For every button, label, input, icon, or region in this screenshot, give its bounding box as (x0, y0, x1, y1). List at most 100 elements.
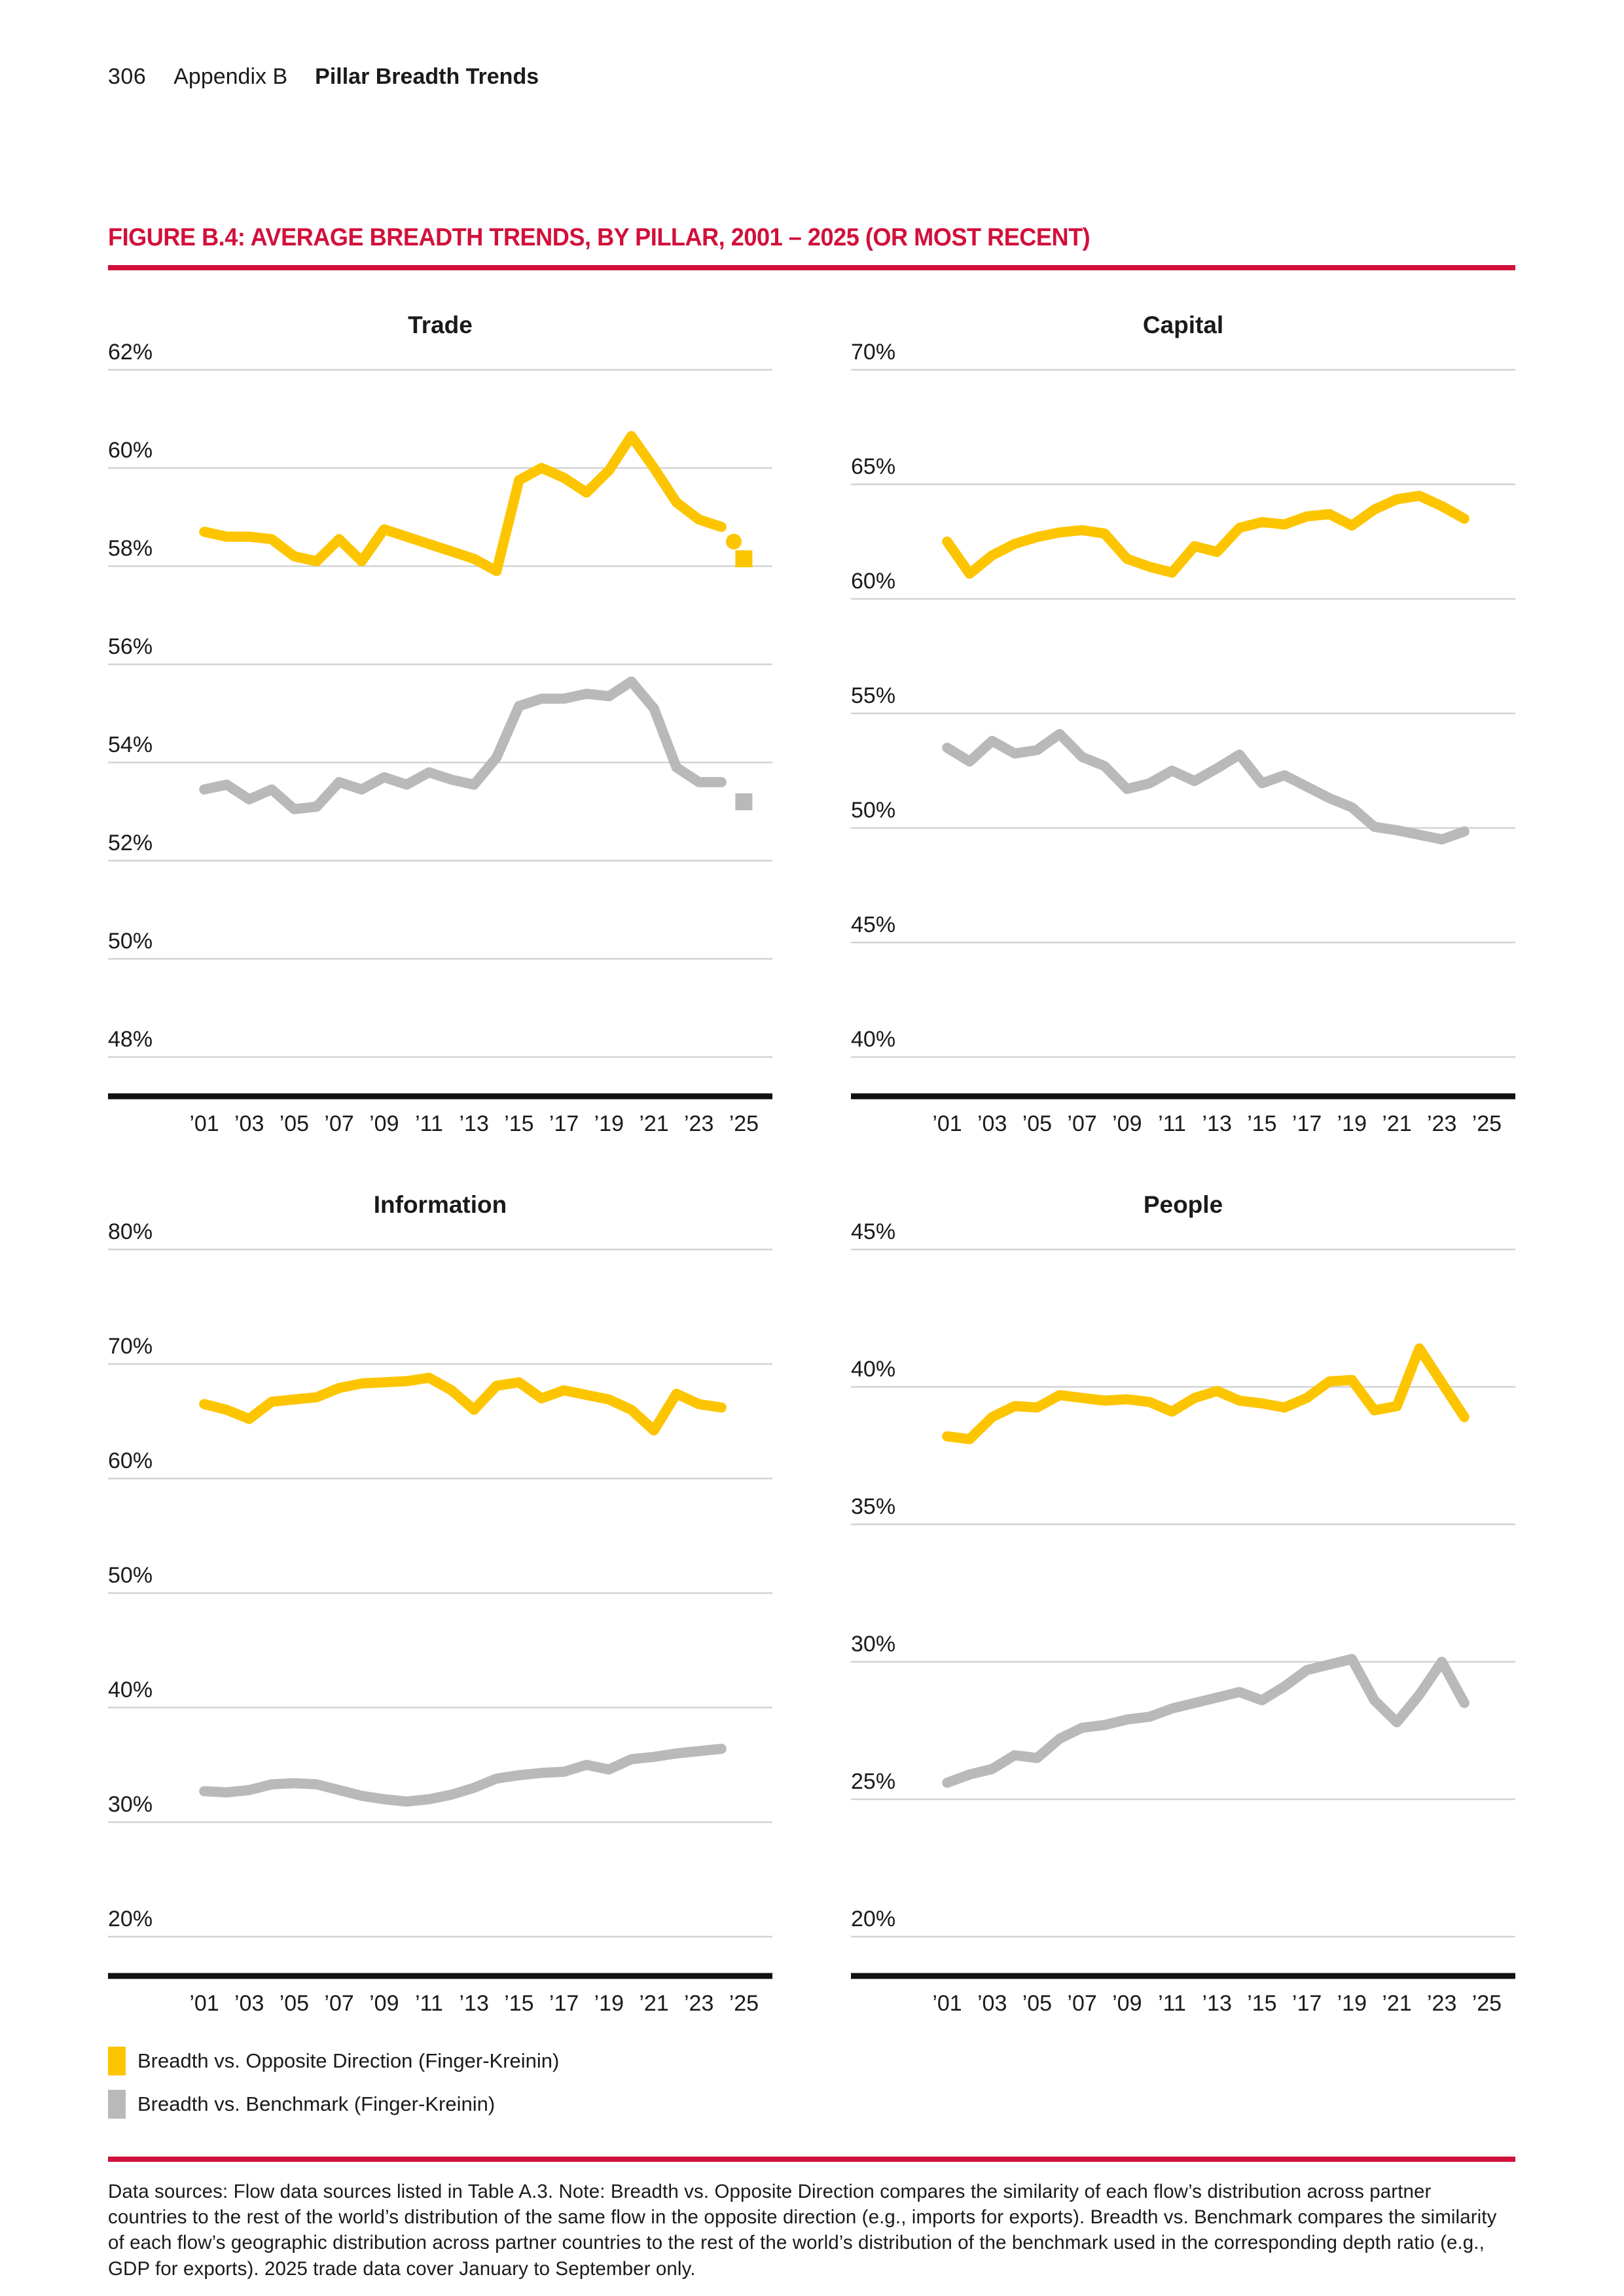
x-axis-tick-label: ’23 (1427, 1111, 1456, 1136)
y-axis-tick-label: 70% (108, 1334, 153, 1359)
x-axis-tick-label: ’03 (977, 1111, 1007, 1136)
x-axis-tick-label: ’19 (594, 1111, 624, 1136)
x-axis-tick-label: ’23 (684, 1991, 713, 2016)
x-axis-tick-label: ’03 (234, 1111, 264, 1136)
x-axis-tick-label: ’25 (1472, 1111, 1502, 1136)
trade-line-chart: Trade 62% 60% 58% 56% 54% 52% 50% 48% ’01 ’03 ’05 ’0… (108, 312, 772, 1136)
y-axis-tick-label: 60% (851, 569, 895, 594)
chart-title: Trade (408, 312, 473, 338)
partial-year-square-marker (735, 550, 753, 567)
x-axis-tick-label: ’09 (1112, 1991, 1142, 2016)
yellow-swatch-icon (108, 2047, 126, 2075)
y-axis-tick-label: 40% (851, 1357, 895, 1382)
x-axis-tick-label: ’07 (1067, 1111, 1096, 1136)
x-axis-tick-label: ’07 (324, 1991, 353, 2016)
y-axis-tick-label: 52% (108, 831, 153, 855)
chart-title: Capital (1143, 312, 1223, 338)
capital-line-chart: Capital 70% 65% 60% 55% 50% 45% 40% ’01 ’03 ’05 ’07… (851, 312, 1515, 1136)
y-axis-tick-label: 40% (108, 1677, 153, 1702)
chart-grid: Trade 62% 60% 58% 56% 54% 52% 50% 48% ’01 ’03 ’05 ’0… (108, 304, 1515, 2017)
title-rule (108, 265, 1515, 270)
y-axis-tick-label: 65% (851, 454, 895, 479)
x-axis-tick-label: ’01 (189, 1111, 219, 1136)
opposite-direction-line (942, 1343, 1470, 1444)
x-axis-tick-label: ’11 (415, 1991, 443, 2016)
chart-title: People (1144, 1191, 1223, 1218)
chart-trade: Trade 62% 60% 58% 56% 54% 52% 50% 48% ’01 ’03 ’05 ’0… (108, 304, 772, 1137)
y-axis-tick-label: 48% (108, 1027, 153, 1052)
figure-title: FIGURE B.4: AVERAGE BREADTH TRENDS, BY P… (108, 224, 1091, 251)
y-axis-tick-label: 62% (108, 340, 153, 365)
x-axis-tick-label: ’11 (1158, 1111, 1186, 1136)
x-axis-tick-label: ’05 (280, 1111, 309, 1136)
y-axis-tick-label: 58% (108, 536, 153, 561)
partial-year-square-marker (735, 793, 753, 810)
x-axis-tick-label: ’09 (1112, 1111, 1142, 1136)
y-axis-tick-label: 25% (851, 1769, 895, 1794)
x-axis-tick-label: ’11 (415, 1111, 443, 1136)
x-axis-tick-label: ’21 (639, 1991, 668, 2016)
footnote-rule (108, 2157, 1515, 2162)
x-axis-tick-label: ’17 (1292, 1111, 1322, 1136)
x-axis-tick-label: ’01 (932, 1991, 962, 2016)
y-axis-tick-label: 20% (851, 1907, 895, 1931)
x-axis-tick-label: ’13 (1202, 1991, 1232, 2016)
y-axis-tick-label: 70% (851, 340, 895, 365)
x-axis-tick-label: ’01 (189, 1991, 219, 2016)
people-line-chart: People 45% 40% 35% 30% 25% 20% ’01 ’03 ’05 ’07 ’09 ’… (851, 1191, 1515, 2016)
benchmark-line (199, 1744, 727, 1807)
y-axis-tick-label: 60% (108, 438, 153, 463)
page-content: 306 Appendix B Pillar Breadth Trends FIG… (108, 0, 1515, 2282)
x-axis-tick-label: ’25 (729, 1991, 759, 2016)
y-axis-tick-label: 40% (851, 1027, 895, 1052)
chart-capital: Capital 70% 65% 60% 55% 50% 45% 40% ’01 ’03 ’05 ’07… (851, 304, 1515, 1137)
opposite-direction-line (199, 431, 727, 577)
legend-label-opposite-direction: Breadth vs. Opposite Direction (Finger-K… (137, 2049, 560, 2072)
x-axis-tick-label: ’09 (369, 1111, 399, 1136)
x-axis-tick-label: ’17 (549, 1991, 579, 2016)
y-axis-tick-label: 20% (108, 1907, 153, 1931)
x-axis-tick-label: ’19 (594, 1991, 624, 2016)
x-axis-tick-label: ’13 (460, 1991, 489, 2016)
y-axis-tick-label: 50% (108, 929, 153, 954)
x-axis-tick-label: ’23 (1427, 1991, 1456, 2016)
x-axis-tick-label: ’07 (324, 1111, 353, 1136)
y-axis-tick-label: 30% (108, 1792, 153, 1817)
y-axis-tick-label: 54% (108, 732, 153, 757)
y-axis-tick-label: 35% (851, 1494, 895, 1519)
x-axis-tick-label: ’01 (932, 1111, 962, 1136)
y-axis-tick-label: 80% (108, 1219, 153, 1244)
information-line-chart: Information 80% 70% 60% 50% 40% 30% 20% ’01 ’03 ’0… (108, 1191, 772, 2016)
x-axis-tick-label: ’05 (1022, 1111, 1052, 1136)
x-axis-tick-label: ’25 (1472, 1991, 1502, 2016)
x-axis-tick-label: ’17 (549, 1111, 579, 1136)
legend-item-opposite-direction: Breadth vs. Opposite Direction (Finger-K… (108, 2047, 1515, 2075)
chart-title: Information (374, 1191, 507, 1218)
opposite-direction-line (942, 490, 1470, 579)
section-label: Appendix B (173, 64, 288, 89)
x-axis-tick-label: ’03 (234, 1991, 264, 2016)
y-axis-tick-label: 50% (851, 798, 895, 823)
y-axis-tick-label: 56% (108, 634, 153, 659)
footnote-text: Data sources: Flow data sources listed i… (108, 2181, 1497, 2280)
chart-information: Information 80% 70% 60% 50% 40% 30% 20% ’01 ’03 ’0… (108, 1184, 772, 2017)
legend-label-benchmark: Breadth vs. Benchmark (Finger-Kreinin) (137, 2092, 496, 2115)
legend: Breadth vs. Opposite Direction (Finger-K… (108, 2047, 1515, 2119)
x-axis-tick-label: ’07 (1067, 1991, 1096, 2016)
x-axis-tick-label: ’19 (1337, 1991, 1367, 2016)
x-axis-tick-label: ’21 (1382, 1991, 1411, 2016)
x-axis-tick-label: ’15 (1247, 1111, 1276, 1136)
section-title: Pillar Breadth Trends (315, 64, 539, 89)
partial-year-dot-marker (725, 533, 742, 550)
x-axis-tick-label: ’19 (1337, 1111, 1367, 1136)
gray-swatch-icon (108, 2090, 126, 2119)
x-axis-tick-label: ’21 (1382, 1111, 1411, 1136)
x-axis-tick-label: ’11 (1158, 1991, 1186, 2016)
y-axis-tick-label: 55% (851, 683, 895, 708)
benchmark-line (942, 728, 1470, 845)
x-axis-tick-label: ’13 (460, 1111, 489, 1136)
x-axis-tick-label: ’05 (280, 1991, 309, 2016)
y-axis-tick-label: 30% (851, 1632, 895, 1657)
y-axis-tick-label: 45% (851, 1219, 895, 1244)
